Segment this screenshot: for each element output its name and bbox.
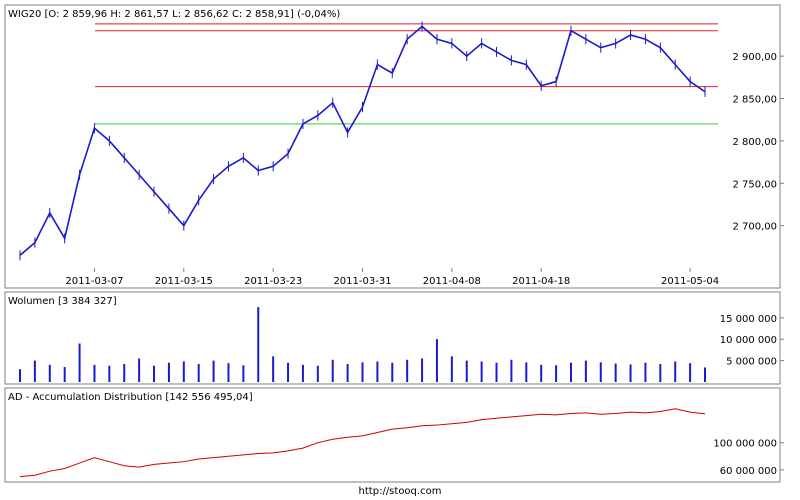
price-x-tick-label: 2011-03-07 [65, 276, 123, 287]
price-x-tick-label: 2011-03-31 [333, 276, 391, 287]
price-panel-frame [4, 4, 781, 289]
price-y-tick-label: 2 750,00 [732, 179, 777, 190]
price-panel-title: WIG20 [O: 2 859,96 H: 2 861,57 L: 2 856,… [8, 9, 340, 20]
volume-y-tick-label: 15 000 000 [720, 314, 777, 325]
price-x-tick-label: 2011-03-23 [244, 276, 302, 287]
price-y-tick-label: 2 800,00 [732, 137, 777, 148]
ad-y-tick-label: 100 000 000 [713, 439, 777, 450]
volume-y-tick-label: 10 000 000 [720, 335, 777, 346]
volume-panel: Wolumen [3 384 327] 15 000 000 10 000 000… [4, 291, 784, 385]
price-panel: WIG20 [O: 2 859,96 H: 2 861,57 L: 2 856,… [4, 4, 784, 289]
ad-y-tick-label: 60 000 000 [720, 466, 777, 477]
ad-panel: AD - Accumulation Distribution [142 556 … [4, 387, 784, 483]
ad-series-line [19, 408, 706, 478]
price-x-tick-label: 2011-03-15 [155, 276, 213, 287]
price-y-tick-label: 2 700,00 [732, 222, 777, 233]
volume-y-tick-label: 5 000 000 [726, 357, 777, 368]
ad-panel-title: AD - Accumulation Distribution [142 556 … [8, 392, 253, 403]
price-y-tick-label: 2 850,00 [732, 95, 777, 106]
source-credit[interactable]: http://stooq.com [358, 486, 442, 497]
volume-panel-title: Wolumen [3 384 327] [8, 296, 117, 307]
price-x-tick-label: 2011-05-04 [661, 276, 719, 287]
price-y-tick-label: 2 900,00 [732, 52, 777, 63]
price-x-tick-label: 2011-04-08 [423, 276, 481, 287]
price-x-tick-label: 2011-04-18 [512, 276, 570, 287]
